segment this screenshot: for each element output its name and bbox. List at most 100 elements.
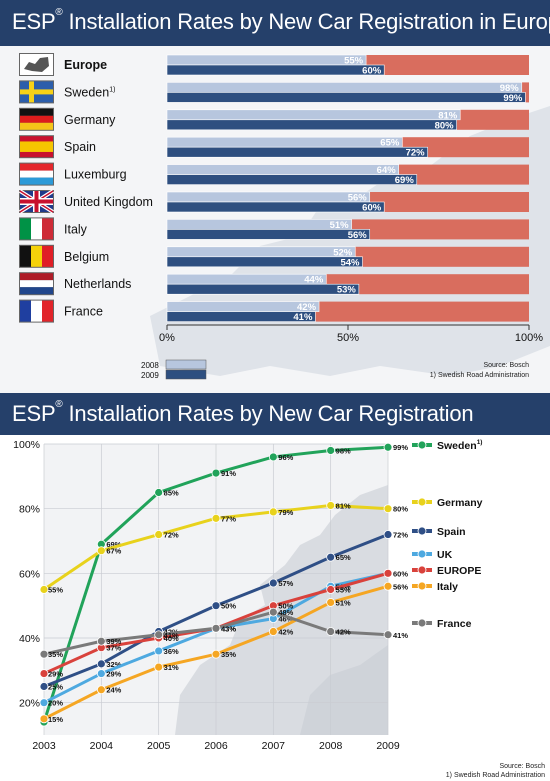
data-label: 98% <box>336 446 351 455</box>
data-point <box>96 685 106 695</box>
data-label: 65% <box>336 553 351 562</box>
data-label: 25% <box>48 683 63 692</box>
europe-map-icon <box>19 53 54 76</box>
data-point <box>96 669 106 678</box>
flag-part <box>31 300 42 322</box>
legend-marker <box>417 526 427 536</box>
data-point <box>211 468 221 478</box>
data-label: 43% <box>221 624 236 633</box>
bar-chart: 55%60%Europe98%99%Sweden1)81%80%Germany6… <box>0 46 550 393</box>
bar-2008 <box>166 82 523 93</box>
x-tick-label: 2008 <box>319 740 343 752</box>
source-label: Source: Bosch <box>483 362 529 369</box>
x-tick-label: 0% <box>159 332 175 344</box>
bar-2009 <box>166 146 428 158</box>
data-label: 91% <box>221 469 236 478</box>
bar-2008 <box>166 164 399 175</box>
bar-2009 <box>166 201 385 213</box>
data-label: 31% <box>164 663 179 672</box>
data-label: 57% <box>278 579 293 588</box>
data-point <box>96 546 106 556</box>
legend-label: Germany <box>437 497 483 509</box>
flag-part <box>20 273 53 281</box>
country-label: United Kingdom <box>64 195 153 209</box>
data-label: 35% <box>221 650 236 659</box>
y-tick-label: 20% <box>19 698 40 710</box>
bar-2009 <box>166 311 316 322</box>
bar-label-2009: 72% <box>406 148 426 159</box>
france-flag-icon <box>19 299 54 323</box>
flag-part <box>20 122 53 130</box>
bar-label-2008: 81% <box>438 110 458 121</box>
data-point <box>326 598 336 607</box>
legend-spain: Spain <box>412 526 466 538</box>
data-point <box>383 504 393 514</box>
bar-row-germany: 81%80% <box>166 109 529 131</box>
data-label: 37% <box>106 644 121 653</box>
source-label: Source: Bosch <box>499 763 545 770</box>
legend-germany: Germany <box>412 497 483 509</box>
x-tick-label: 2004 <box>90 740 114 752</box>
germany-flag-icon <box>19 107 54 131</box>
data-point <box>383 568 393 578</box>
sweden-flag-icon <box>19 80 54 104</box>
legend-label: EUROPE <box>437 565 481 577</box>
bar-2009 <box>166 256 363 268</box>
bar-row-spain: 65% 72% <box>166 136 529 159</box>
data-point <box>326 585 336 594</box>
data-point <box>326 446 336 455</box>
bar-label-2009: 56% <box>348 230 368 241</box>
data-point <box>211 601 221 611</box>
bar-row-netherlands: 44% 53% <box>166 273 529 296</box>
data-label: 85% <box>164 489 179 498</box>
data-point <box>268 452 278 462</box>
bar-label-2008: 55% <box>344 56 364 67</box>
data-label: 72% <box>393 531 408 540</box>
bar-chart-header: ESP® Installation Rates by New Car Regis… <box>0 0 550 46</box>
bar-label-2009: 69% <box>395 175 415 186</box>
bar-2008 <box>166 191 371 203</box>
series-france: 35% 39% 41% 43% 48% 42% 41% <box>39 607 408 659</box>
bar-label-2008: 42% <box>297 302 317 313</box>
data-label: 39% <box>106 637 121 646</box>
bar-2008 <box>166 273 327 285</box>
bar-label-2008: 44% <box>304 275 324 286</box>
bar-2009 <box>166 119 457 131</box>
flag-part <box>42 300 53 322</box>
data-label: 79% <box>278 508 293 517</box>
legend-sweden: Sweden1) <box>412 439 482 452</box>
legend-marker <box>417 440 427 450</box>
data-point <box>154 662 164 672</box>
line-chart-title: ESP® Installation Rates by New Car Regis… <box>12 399 474 426</box>
data-point <box>383 530 393 539</box>
europe-map-shape <box>24 57 49 72</box>
data-label: 42% <box>278 628 293 637</box>
bar-label-2009: 41% <box>293 312 313 323</box>
footnote-label: 1) Swedish Road Administration <box>446 772 545 779</box>
data-label: 15% <box>48 715 63 724</box>
bar-label-2008: 64% <box>377 165 397 176</box>
data-label: 60% <box>393 569 408 578</box>
legend-marker <box>417 618 427 628</box>
legend-swatch-2008 <box>165 359 207 370</box>
bar-2008 <box>166 219 352 230</box>
data-label: 81% <box>336 501 351 510</box>
country-label: Italy <box>64 222 88 236</box>
flag-part <box>20 163 53 171</box>
bar-2008 <box>166 109 461 121</box>
data-label: 36% <box>164 647 179 656</box>
flag-part <box>20 115 53 123</box>
bar-label-2009: 60% <box>362 203 382 214</box>
y-tick-label: 80% <box>19 504 40 516</box>
flag-part <box>20 245 31 267</box>
legend-marker <box>417 581 427 591</box>
legend-marker <box>417 497 427 507</box>
data-label: 35% <box>48 650 63 659</box>
data-label: 99% <box>393 443 408 452</box>
bar-2009 <box>166 174 418 185</box>
x-tick-label: 2005 <box>147 740 171 752</box>
bar-row-france: 42%41% <box>166 301 529 323</box>
bar-row-luxemburg: 64%69% <box>166 164 529 186</box>
data-point <box>383 442 393 452</box>
y-tick-label: 100% <box>13 439 40 451</box>
